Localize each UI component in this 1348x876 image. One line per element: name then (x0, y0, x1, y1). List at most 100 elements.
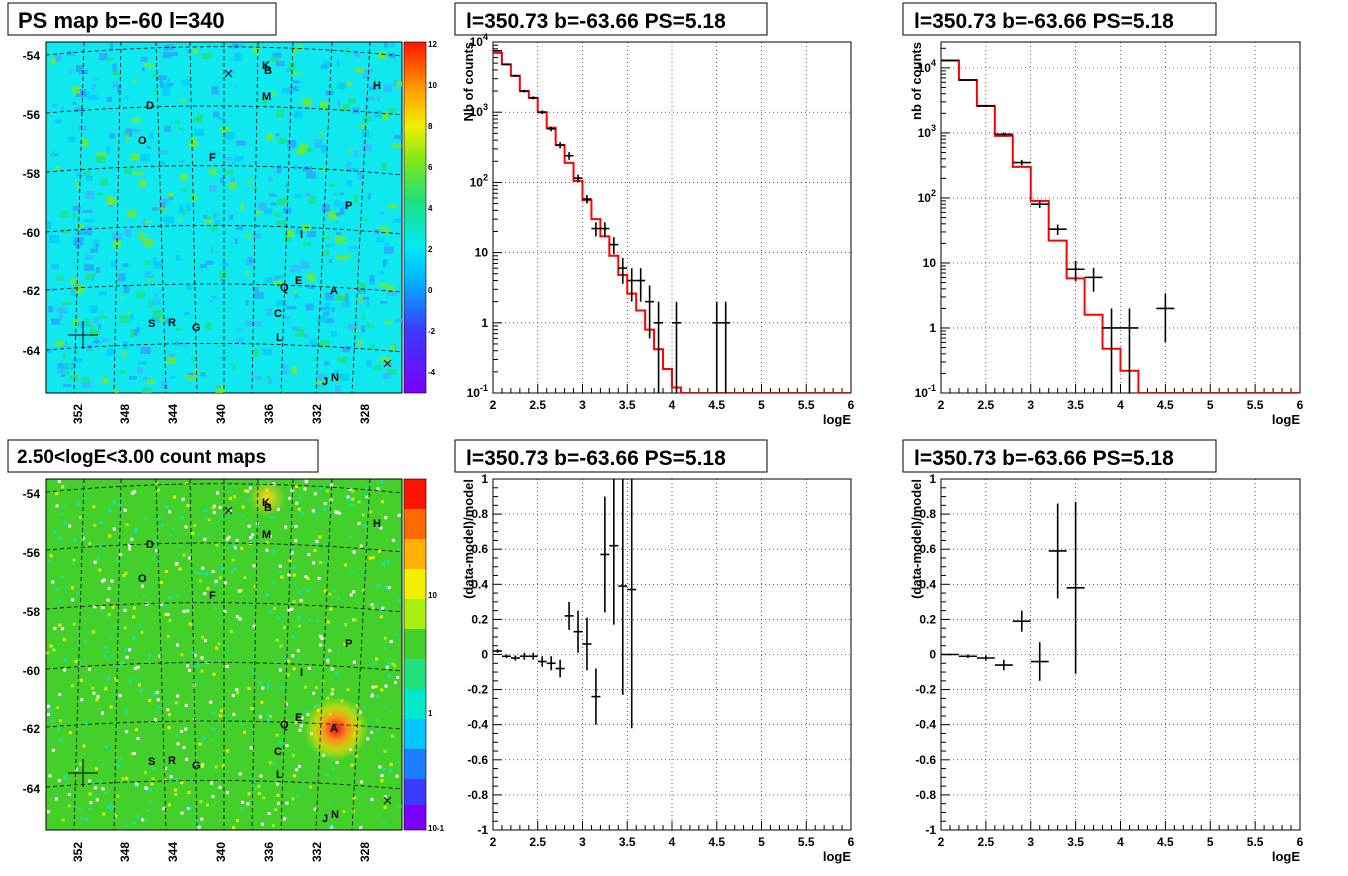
map-pixel (377, 226, 388, 231)
grid (493, 479, 851, 830)
map-pixel (292, 667, 296, 671)
map-pixel (252, 624, 256, 628)
map-pixel (342, 346, 351, 353)
model-histogram (493, 51, 851, 393)
map-pixel (92, 691, 96, 695)
map-pixel (241, 505, 245, 509)
axis-ticks (940, 47, 1301, 394)
map-pixel (66, 782, 70, 786)
map-pixel (140, 154, 150, 162)
map-pixel (243, 730, 247, 734)
map-pixel (98, 779, 102, 783)
map-pixel (141, 67, 145, 72)
map-pixel (319, 643, 323, 647)
map-pixel (319, 340, 330, 349)
map-pixel (291, 366, 297, 375)
map-pixel (76, 502, 80, 506)
map-pixel (302, 242, 311, 247)
map-pixel (211, 86, 219, 95)
map-pixel (130, 329, 135, 338)
map-pixel (318, 535, 322, 539)
map-pixel (164, 570, 168, 574)
map-pixel (289, 71, 300, 75)
ps-map-colorbar-ticks: 12 10 8 6 4 2 0 -2 -4 (428, 40, 437, 377)
map-pixel (326, 620, 330, 624)
map-pixel (130, 313, 134, 321)
map-pixel (220, 709, 224, 713)
map-pixel (152, 692, 156, 696)
map-pixel (275, 782, 279, 786)
map-pixel (74, 108, 85, 113)
map-pixel (187, 790, 191, 794)
map-pixel (202, 736, 206, 740)
tick-label: 2.5 (978, 398, 995, 412)
map-pixel (382, 372, 391, 379)
map-pixel (149, 133, 154, 139)
map-pixel (240, 723, 244, 727)
map-pixel (397, 599, 401, 603)
map-pixel (207, 518, 211, 522)
map-pixel (292, 573, 296, 577)
map-pixel (287, 673, 291, 677)
map-pixel (129, 678, 133, 682)
tick-label: 4 (669, 398, 676, 412)
map-pixel (385, 665, 389, 669)
map-pixel (219, 576, 223, 580)
map-pixel (377, 728, 381, 732)
map-pixel (325, 292, 335, 301)
colorbar-tick-label: 10 (428, 591, 437, 600)
map-pixel (54, 587, 58, 591)
map-pixel (182, 746, 186, 750)
ps-map-title-box (7, 2, 277, 36)
map-pixel (377, 51, 386, 60)
source-label: O (138, 573, 147, 585)
map-pixel (159, 201, 166, 208)
data-point (501, 654, 511, 659)
tick-label: 1 (929, 472, 936, 486)
map-pixel (89, 305, 98, 314)
map-pixel (294, 539, 298, 543)
map-pixel (369, 344, 376, 350)
map-pixel (70, 278, 79, 285)
map-pixel (79, 818, 83, 822)
map-pixel (57, 727, 61, 731)
map-pixel (61, 818, 65, 822)
map-pixel (390, 345, 396, 351)
map-pixel (284, 702, 288, 706)
map-pixel (66, 369, 70, 375)
map-pixel (110, 43, 114, 51)
y-axis-title: Nb of counts (461, 42, 476, 121)
map-pixel (63, 775, 67, 779)
map-pixel (126, 133, 130, 142)
map-pixel (331, 331, 338, 337)
map-pixel (203, 537, 207, 541)
map-pixel (381, 768, 385, 772)
map-pixel (279, 644, 283, 648)
map-pixel (391, 538, 395, 542)
map-pixel (348, 148, 352, 153)
map-pixel (331, 688, 335, 692)
map-pixel (291, 326, 300, 331)
map-pixel (65, 585, 69, 589)
map-pixel (335, 385, 342, 393)
map-pixel (125, 523, 129, 527)
map-pixel (80, 228, 89, 235)
map-pixel (236, 225, 244, 230)
map-pixel (54, 340, 65, 346)
map-pixel (276, 300, 287, 307)
data-point (510, 655, 520, 661)
tick-label: 2 (938, 398, 945, 412)
map-pixel (344, 623, 348, 627)
map-pixel (393, 664, 397, 668)
map-pixel (288, 496, 292, 500)
map-pixel (180, 516, 184, 520)
tick-label: 4.5 (708, 398, 725, 412)
map-pixel (387, 661, 391, 665)
map-pixel (330, 667, 334, 671)
map-pixel (92, 630, 96, 634)
residual-right-chart: 2 2.5 3 3.5 4 4.5 5 5.5 6 -1 -0.8 -0.6 -0.4 -0.2 0 0.2 0… (909, 472, 1304, 864)
panel-title: l=350.73 b=-63.66 PS=5.18 (914, 10, 1174, 33)
map-pixel (287, 229, 294, 237)
tick-label: 104 (918, 58, 936, 75)
map-pixel (106, 676, 110, 680)
